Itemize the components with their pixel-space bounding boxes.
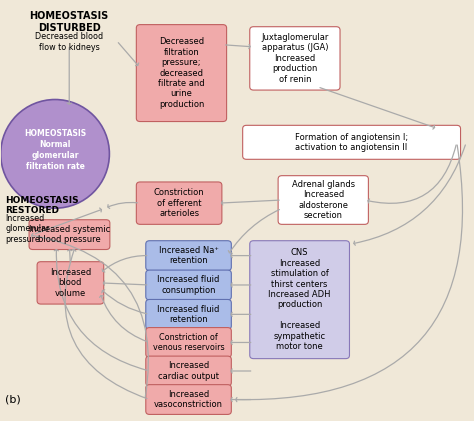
Text: Increased systemic
blood pressure: Increased systemic blood pressure — [29, 225, 110, 244]
FancyBboxPatch shape — [146, 270, 231, 300]
Text: Increased fluid
retention: Increased fluid retention — [157, 305, 220, 324]
FancyBboxPatch shape — [146, 241, 231, 271]
Text: Increased
vasoconstriction: Increased vasoconstriction — [154, 390, 223, 409]
FancyBboxPatch shape — [37, 262, 104, 304]
FancyBboxPatch shape — [146, 385, 231, 414]
FancyBboxPatch shape — [29, 220, 110, 250]
Text: Decreased
filtration
pressure;
decreased
filtrate and
urine
production: Decreased filtration pressure; decreased… — [158, 37, 205, 109]
Text: Juxtaglomerular
apparatus (JGA)
Increased
production
of renin: Juxtaglomerular apparatus (JGA) Increase… — [261, 33, 328, 84]
FancyBboxPatch shape — [137, 24, 227, 122]
Text: Increased Na⁺
retention: Increased Na⁺ retention — [159, 246, 219, 265]
Text: HOMEOSTASIS
DISTURBED: HOMEOSTASIS DISTURBED — [29, 11, 109, 33]
Text: HOMEOSTASIS
RESTORED: HOMEOSTASIS RESTORED — [5, 196, 79, 215]
Text: Constriction of
venous reservoirs: Constriction of venous reservoirs — [153, 333, 224, 352]
Text: (b): (b) — [5, 394, 21, 404]
Text: CNS
Increased
stimulation of
thirst centers
Increased ADH
production

Increased
: CNS Increased stimulation of thirst cent… — [268, 248, 331, 351]
FancyBboxPatch shape — [243, 125, 461, 159]
Text: Increased fluid
consumption: Increased fluid consumption — [157, 275, 220, 295]
FancyBboxPatch shape — [137, 182, 222, 224]
Text: Increased
glomerular
pressure: Increased glomerular pressure — [5, 214, 50, 244]
FancyBboxPatch shape — [146, 328, 231, 357]
Text: Increased
cardiac output: Increased cardiac output — [158, 361, 219, 381]
Text: Increased
blood
volume: Increased blood volume — [50, 268, 91, 298]
Text: Constriction
of efferent
arterioles: Constriction of efferent arterioles — [154, 188, 204, 218]
FancyBboxPatch shape — [146, 299, 231, 329]
Text: Adrenal glands
Increased
aldosterone
secretion: Adrenal glands Increased aldosterone sec… — [292, 180, 355, 220]
Text: Formation of angiotensin I;
activation to angiotensin II: Formation of angiotensin I; activation t… — [295, 133, 408, 152]
Text: HOMEOSTASIS
Normal
glomerular
filtration rate: HOMEOSTASIS Normal glomerular filtration… — [24, 128, 86, 171]
FancyBboxPatch shape — [146, 356, 231, 386]
FancyBboxPatch shape — [250, 27, 340, 90]
Ellipse shape — [0, 99, 109, 208]
Text: Decreased blood
flow to kidneys: Decreased blood flow to kidneys — [35, 32, 103, 51]
FancyBboxPatch shape — [278, 176, 368, 224]
FancyBboxPatch shape — [250, 241, 349, 359]
